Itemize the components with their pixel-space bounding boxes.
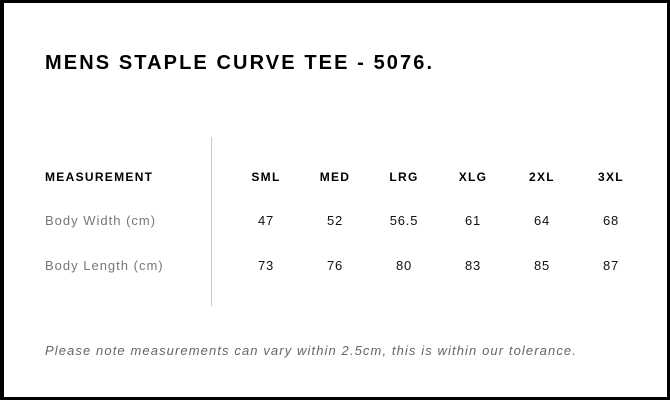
table-cell: 76 xyxy=(326,258,344,273)
size-header-med: MED xyxy=(319,170,351,184)
measurement-header: MEASUREMENT xyxy=(45,170,154,184)
size-header-xlg: XLG xyxy=(458,170,488,184)
table-cell: 52 xyxy=(326,213,344,228)
size-header-lrg: LRG xyxy=(389,170,419,184)
table-cell: 73 xyxy=(257,258,275,273)
table-cell: 47 xyxy=(257,213,275,228)
tolerance-note: Please note measurements can vary within… xyxy=(45,343,577,358)
table-cell: 85 xyxy=(533,258,551,273)
page-title: MENS STAPLE CURVE TEE - 5076. xyxy=(45,52,435,74)
column-divider xyxy=(211,137,212,306)
table-cell: 61 xyxy=(464,213,482,228)
table-cell: 68 xyxy=(602,213,620,228)
table-cell: 64 xyxy=(533,213,551,228)
table-cell: 56.5 xyxy=(389,213,419,228)
size-header-sml: SML xyxy=(251,170,281,184)
size-header-3xl: 3XL xyxy=(598,170,624,184)
row-label-body-length: Body Length (cm) xyxy=(45,258,164,273)
row-label-body-width: Body Width (cm) xyxy=(45,213,157,228)
table-cell: 80 xyxy=(395,258,413,273)
size-header-2xl: 2XL xyxy=(529,170,555,184)
table-cell: 83 xyxy=(464,258,482,273)
table-cell: 87 xyxy=(602,258,620,273)
size-chart-card: MENS STAPLE CURVE TEE - 5076. MEASUREMEN… xyxy=(4,3,667,397)
